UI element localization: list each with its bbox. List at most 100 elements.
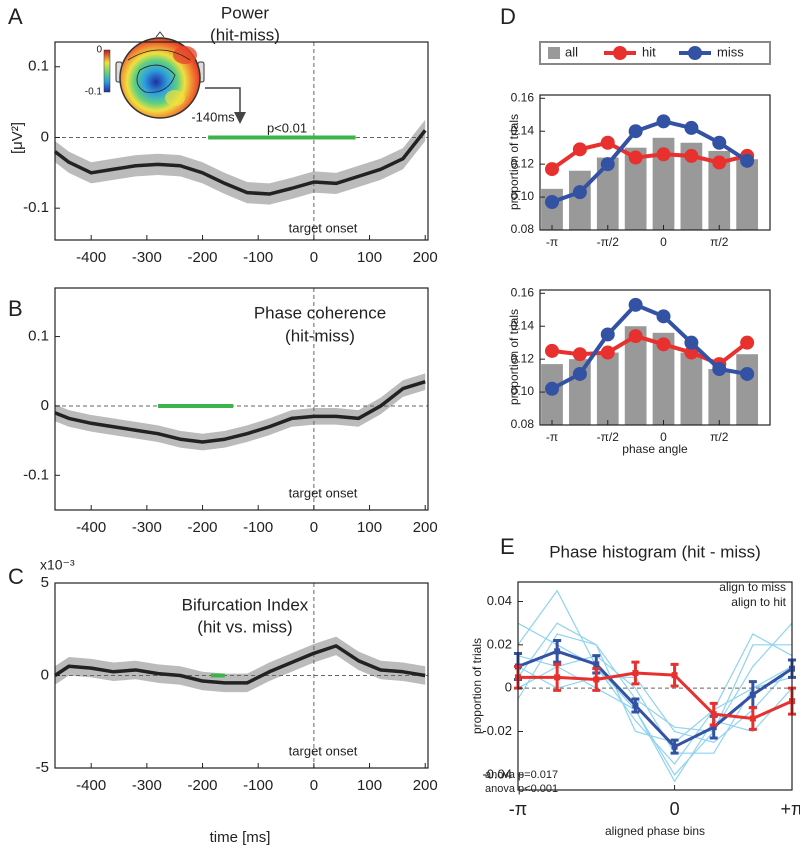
point <box>572 347 587 362</box>
series-line <box>517 649 793 749</box>
x-tick-label: 0 <box>310 777 318 794</box>
x-tick-label: 200 <box>413 777 438 794</box>
panel-letter: B <box>8 296 23 321</box>
point <box>572 366 587 381</box>
x-tick-label: -π <box>509 799 527 819</box>
panel-letter: E <box>500 534 515 559</box>
chart-title: Phase histogram (hit - miss) <box>549 542 761 561</box>
series-line <box>54 644 426 685</box>
point <box>656 309 671 324</box>
point <box>656 337 671 352</box>
y-tick-label: 0 <box>41 666 49 683</box>
annotation: anova p<0.001 <box>485 783 558 795</box>
y-tick-label: -0.04 <box>482 766 512 781</box>
x-tick-label: -π <box>546 430 558 444</box>
bar <box>680 352 703 425</box>
point <box>684 345 699 360</box>
individual-line <box>517 622 793 733</box>
x-tick-label: -300 <box>132 777 162 794</box>
y-tick-label: 0.12 <box>511 351 535 365</box>
bar <box>708 150 731 230</box>
bar <box>652 137 675 230</box>
point <box>632 702 639 709</box>
legend-label: all <box>565 44 578 59</box>
point <box>656 114 671 129</box>
x-tick-label: -100 <box>243 249 273 266</box>
x-tick-label: -400 <box>76 777 106 794</box>
point <box>712 155 727 170</box>
y-tick-label: 0.08 <box>511 417 535 431</box>
legend-swatch <box>688 46 702 60</box>
point <box>600 135 615 150</box>
topomap-inset <box>103 31 246 124</box>
bar <box>736 159 759 230</box>
point <box>600 345 615 360</box>
bar <box>569 170 591 230</box>
panel-letter: D <box>500 4 516 29</box>
y-tick-label: 0.14 <box>511 318 535 332</box>
legend-label: align to hit <box>731 595 786 609</box>
individual-line <box>517 633 793 743</box>
annotation: -140ms <box>191 109 235 124</box>
x-tick-label: 200 <box>413 519 438 536</box>
point <box>671 743 678 750</box>
y-axis-label: proportion of trials <box>507 309 521 405</box>
bar <box>596 157 619 230</box>
individual-line <box>517 622 792 776</box>
x-tick-label: 0 <box>660 430 667 444</box>
annotation: target onset <box>289 743 358 758</box>
bar <box>680 142 703 230</box>
point <box>545 343 560 358</box>
point <box>628 297 643 312</box>
point <box>632 670 639 676</box>
point <box>671 672 678 679</box>
x-tick-label: 0 <box>660 235 667 249</box>
x-axis-label: aligned phase bins <box>605 824 705 838</box>
point <box>710 724 717 731</box>
annotation: anova p=0.017 <box>485 769 558 781</box>
colorbar-label: 0 <box>96 45 102 56</box>
bar <box>624 147 647 230</box>
axes-frame <box>54 287 429 511</box>
x-axis-label: time [ms] <box>210 829 271 846</box>
x-tick-label: -π <box>546 235 558 249</box>
panel-letter: A <box>8 4 23 29</box>
bar <box>708 369 731 425</box>
x-tick-label: -200 <box>188 249 218 266</box>
chart-title: (hit-miss) <box>285 326 355 345</box>
legend-swatch <box>613 46 627 60</box>
point <box>628 329 643 344</box>
individual-line <box>517 665 793 743</box>
bar <box>652 332 675 425</box>
x-tick-label: 100 <box>357 249 382 266</box>
chart-title: Bifurcation Index <box>182 595 309 614</box>
point <box>684 148 699 163</box>
colorbar-label: -0.1 <box>85 87 103 98</box>
point <box>740 153 755 168</box>
y-tick-label: 0.10 <box>511 189 535 203</box>
point <box>712 362 727 377</box>
axes-frame <box>517 581 793 791</box>
y-tick-label: -0.02 <box>482 723 512 738</box>
point <box>740 335 755 350</box>
point <box>710 711 717 718</box>
x-tick-label: -200 <box>188 519 218 536</box>
bar <box>596 352 619 425</box>
bar <box>736 354 759 425</box>
axes-frame <box>54 41 429 241</box>
series-line <box>53 129 427 196</box>
legend-label: miss <box>717 44 744 59</box>
chart-title: (hit vs. miss) <box>197 617 292 636</box>
point <box>684 335 699 350</box>
series-line <box>518 671 793 720</box>
y-tick-label: 0.08 <box>511 222 535 236</box>
point <box>545 195 560 210</box>
y-tick-label: 5 <box>41 574 49 591</box>
point <box>600 327 615 342</box>
y-tick-label: 0.16 <box>511 90 535 104</box>
y-axis-label: proportion of trials <box>470 638 484 734</box>
y-tick-label: -0.1 <box>23 199 49 216</box>
individual-line <box>517 589 793 765</box>
x-tick-label: +π <box>781 799 800 819</box>
y-tick-label: 0.04 <box>487 593 512 608</box>
